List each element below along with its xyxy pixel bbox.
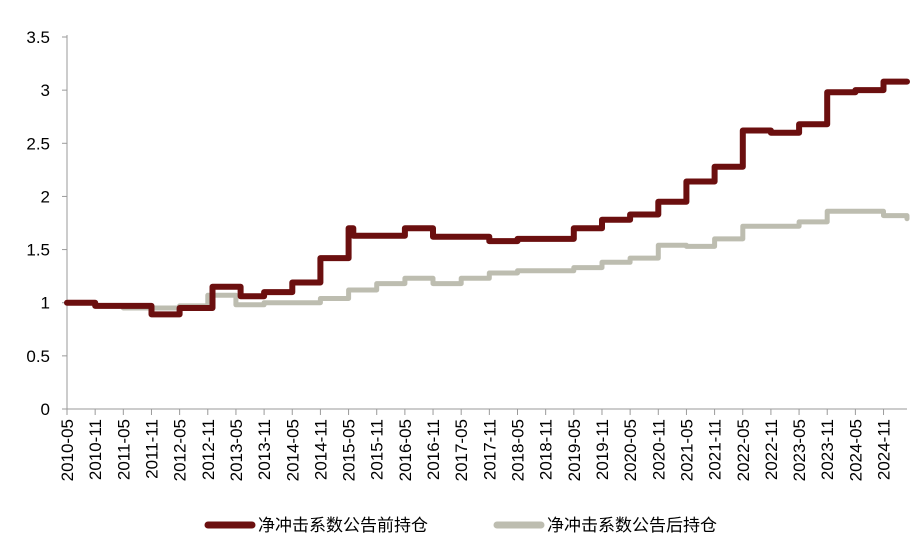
y-tick-label: 1.5	[26, 241, 50, 260]
x-tick-label: 2011-05	[114, 419, 133, 480]
y-tick-label: 1	[41, 294, 50, 313]
y-tick-label: 2.5	[26, 134, 50, 153]
axes	[62, 35, 907, 415]
x-tick-label: 2016-05	[396, 419, 415, 481]
legend: 净冲击系数公告前持仓 净冲击系数公告后持仓	[204, 516, 717, 535]
x-tick-label: 2016-11	[424, 419, 443, 480]
x-tick-label: 2017-05	[452, 419, 471, 481]
y-tick-label: 3.5	[26, 28, 50, 47]
x-tick-label: 2017-11	[480, 419, 499, 480]
series-layer	[64, 78, 910, 318]
x-tick-label: 2014-05	[283, 419, 302, 481]
x-tick-label: 2021-11	[706, 419, 725, 480]
series-line-pre	[64, 78, 910, 318]
x-tick-label: 2012-05	[171, 419, 190, 481]
y-tick-label: 3	[41, 81, 50, 100]
x-tick-label: 2013-05	[227, 419, 246, 481]
x-tick-label: 2019-05	[565, 419, 584, 481]
x-tick-label: 2020-05	[621, 419, 640, 481]
x-tick-label: 2015-11	[368, 419, 387, 480]
x-tick-label: 2020-11	[649, 419, 668, 480]
x-tick-label: 2024-05	[846, 419, 865, 481]
x-axis-tick-labels: 2010-05 2010-11 2011-05 2011-11 2012-05 2012-…	[58, 419, 894, 481]
x-tick-label: 2018-11	[537, 419, 556, 480]
x-tick-label: 2021-05	[677, 419, 696, 481]
x-tick-label: 2018-05	[509, 419, 528, 481]
legend-label-post: 净冲击系数公告后持仓	[547, 516, 717, 535]
x-tick-label: 2022-05	[734, 419, 753, 481]
y-tick-label: 0	[41, 400, 50, 419]
x-tick-label: 2011-11	[142, 419, 161, 479]
x-tick-label: 2013-11	[255, 419, 274, 480]
x-tick-label: 2022-11	[762, 419, 781, 480]
x-tick-label: 2010-05	[58, 419, 77, 481]
legend-label-pre: 净冲击系数公告前持仓	[258, 516, 428, 535]
x-tick-label: 2019-11	[593, 419, 612, 480]
x-tick-label: 2014-11	[311, 419, 330, 480]
y-axis-tick-labels: 0 0.5 1 1.5 2 2.5 3 3.5	[26, 28, 50, 419]
x-tick-label: 2023-05	[790, 419, 809, 481]
x-tick-label: 2023-11	[818, 419, 837, 480]
y-tick-label: 0.5	[26, 347, 50, 366]
series-line-post	[64, 208, 910, 311]
x-tick-label: 2024-11	[875, 419, 894, 480]
x-tick-label: 2012-11	[199, 419, 218, 480]
y-tick-label: 2	[41, 187, 50, 206]
x-tick-label: 2010-11	[86, 419, 105, 480]
x-tick-label: 2015-05	[340, 419, 359, 481]
